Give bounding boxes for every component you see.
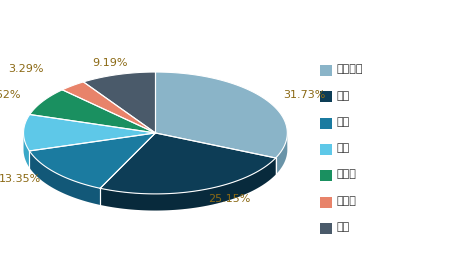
- Text: 中国: 中国: [337, 91, 350, 101]
- Ellipse shape: [24, 89, 287, 211]
- Polygon shape: [24, 134, 29, 168]
- Polygon shape: [276, 134, 287, 175]
- Text: 7.62%: 7.62%: [0, 90, 20, 100]
- Text: 13.35%: 13.35%: [0, 174, 41, 184]
- FancyBboxPatch shape: [320, 170, 332, 181]
- Text: 其他: 其他: [337, 222, 350, 232]
- Text: 中国: 中国: [337, 143, 350, 153]
- FancyBboxPatch shape: [320, 65, 332, 76]
- FancyBboxPatch shape: [320, 91, 332, 102]
- Polygon shape: [83, 72, 155, 133]
- Text: 31.73%: 31.73%: [283, 90, 325, 100]
- Polygon shape: [29, 151, 100, 205]
- Polygon shape: [155, 72, 287, 158]
- Polygon shape: [62, 82, 155, 133]
- Text: 牙买加: 牙买加: [337, 196, 357, 206]
- Text: 几内亚: 几内亚: [337, 170, 357, 179]
- Text: 25.15%: 25.15%: [209, 194, 251, 204]
- FancyBboxPatch shape: [320, 223, 332, 234]
- Text: 澳大利亚: 澳大利亚: [337, 64, 363, 74]
- FancyBboxPatch shape: [320, 118, 332, 129]
- FancyBboxPatch shape: [320, 144, 332, 155]
- Polygon shape: [24, 114, 155, 151]
- FancyBboxPatch shape: [320, 197, 332, 208]
- Text: 9.19%: 9.19%: [93, 58, 128, 68]
- Text: 3.29%: 3.29%: [8, 64, 43, 74]
- Text: 巴西: 巴西: [337, 117, 350, 127]
- Polygon shape: [100, 133, 276, 194]
- Polygon shape: [29, 133, 155, 188]
- Polygon shape: [30, 90, 155, 133]
- Polygon shape: [100, 158, 276, 211]
